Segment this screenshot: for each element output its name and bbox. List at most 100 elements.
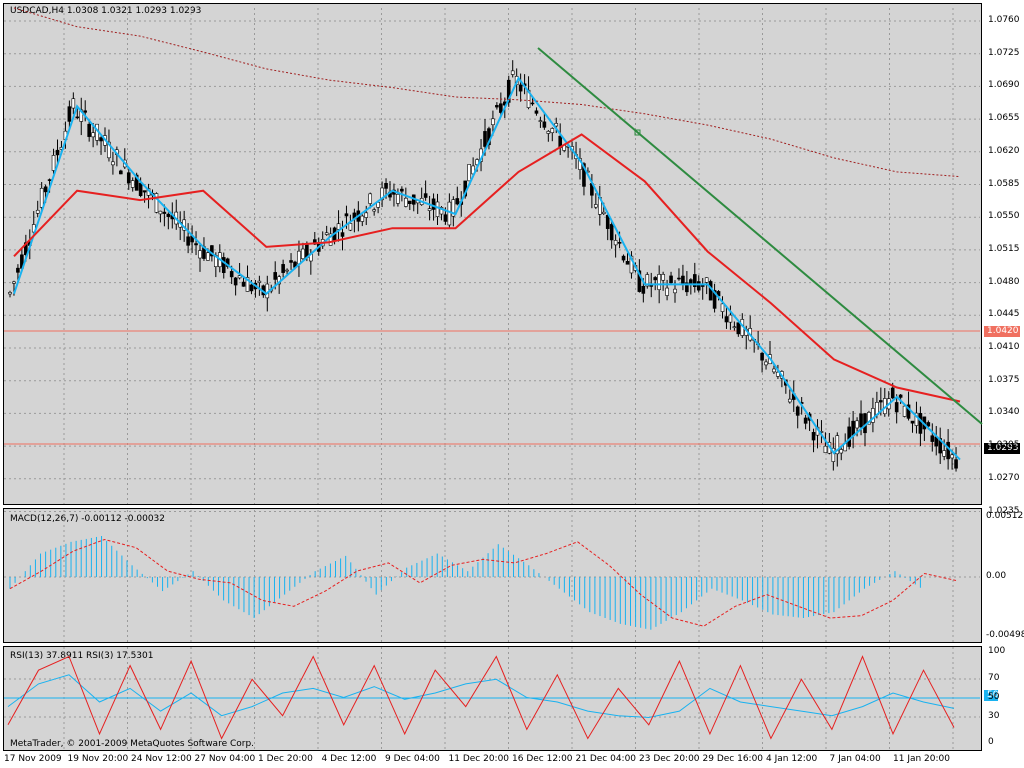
candle-body <box>677 277 681 280</box>
price-tick-label: 1.0620 <box>988 145 1020 156</box>
candle-body <box>851 420 855 436</box>
candle-body <box>384 182 388 189</box>
price-tick-label: 1.0550 <box>988 211 1020 222</box>
price-tick-label: 1.0235 <box>988 505 1020 516</box>
candle-body <box>692 274 697 287</box>
candle-body <box>839 449 844 454</box>
candle-body <box>673 288 677 294</box>
candle-body <box>645 274 650 287</box>
candle-body <box>534 110 539 114</box>
price-tick-label: 1.0305 <box>988 440 1020 451</box>
candle-body <box>83 110 88 113</box>
candle-body <box>12 281 16 284</box>
candle-body <box>87 123 91 137</box>
candle-body <box>613 240 618 246</box>
candle-body <box>704 277 709 283</box>
candle-body <box>107 141 111 159</box>
candle-body <box>708 281 713 301</box>
candle-body <box>368 193 373 204</box>
candle-body <box>847 426 851 447</box>
candle-body <box>625 261 630 265</box>
candle-body <box>404 197 408 207</box>
candle-body <box>237 275 242 279</box>
candle-body <box>787 398 792 403</box>
time-tick-label: 11 Dec 20:00 <box>448 754 510 764</box>
price-tick-label: 1.0270 <box>988 472 1020 483</box>
candle-body <box>447 201 452 226</box>
candle-body <box>811 432 816 441</box>
candle-body <box>871 408 875 423</box>
candle-body <box>605 214 610 229</box>
candle-body <box>518 84 523 92</box>
candle-body <box>126 172 131 184</box>
candle-body <box>111 161 115 166</box>
candle-body <box>435 201 440 217</box>
macd-signal-line <box>9 538 957 627</box>
trendline <box>537 47 983 425</box>
candle-body <box>67 106 72 122</box>
candle-body <box>99 137 103 142</box>
time-tick-label: 11 Jan 20:00 <box>893 754 950 764</box>
candle-body <box>696 281 701 291</box>
macd-tick-label: -0.00498 <box>986 630 1024 640</box>
rsi-tick-label: 70 <box>988 673 1000 683</box>
ema-fast-line <box>13 76 961 461</box>
candle-body <box>898 394 903 398</box>
macd-tick-label: 0.00512 <box>986 511 1024 521</box>
candle-body <box>301 248 305 260</box>
price-tick-label: 1.0585 <box>988 178 1020 189</box>
candle-body <box>724 316 729 323</box>
candle-body <box>906 404 911 419</box>
candle-body <box>364 212 369 218</box>
candle-body <box>855 420 859 429</box>
candle-body <box>483 131 487 147</box>
candle-body <box>210 245 214 257</box>
candle-body <box>728 314 733 323</box>
candle-body <box>324 232 329 235</box>
candle-body <box>443 214 448 222</box>
candle-body <box>609 224 614 241</box>
macd-pane[interactable]: MACD(12,26,7) -0.00112 -0.00032 <box>3 508 982 643</box>
candle-body <box>942 450 946 457</box>
price-tick-label: 1.0515 <box>988 243 1020 254</box>
price-pane[interactable]: USDCAD,H4 1.0308 1.0321 1.0293 1.0293 <box>3 3 982 505</box>
candle-body <box>835 435 840 455</box>
candle-body <box>16 267 20 273</box>
candle-body <box>918 413 923 434</box>
candle-body <box>594 204 598 208</box>
rsi3-line <box>7 655 955 740</box>
candle-body <box>348 223 353 231</box>
candle-body <box>380 187 384 201</box>
price-tick-label: 1.0480 <box>988 276 1020 287</box>
candle-body <box>194 243 198 246</box>
candle-body <box>166 213 171 217</box>
candle-body <box>712 290 717 309</box>
candle-body <box>47 179 52 181</box>
candle-body <box>245 277 250 292</box>
candle-body <box>225 258 230 267</box>
candle-body <box>499 103 503 113</box>
candle-body <box>930 435 935 442</box>
candle-body <box>950 454 954 459</box>
candle-body <box>55 149 60 156</box>
candle-body <box>641 285 646 294</box>
candle-body <box>249 284 254 292</box>
price-tick-label: 1.0445 <box>988 309 1020 320</box>
candle-body <box>661 274 665 281</box>
candle-body <box>142 190 147 193</box>
copyright-text: MetaTrader, © 2001-2009 MetaQuotes Softw… <box>10 739 255 749</box>
candle-body <box>289 260 293 263</box>
candle-body <box>669 275 673 284</box>
candle-body <box>685 282 689 293</box>
candle-body <box>582 163 586 187</box>
price-tick-label: 1.0655 <box>988 113 1020 124</box>
candle-body <box>914 412 919 426</box>
candle-body <box>281 264 285 273</box>
candle-body <box>657 274 661 290</box>
price-tick-label: 1.0375 <box>988 374 1020 385</box>
time-tick-label: 19 Nov 20:00 <box>67 754 129 764</box>
candle-body <box>455 198 460 205</box>
current-price-tag: 1.0293 <box>984 443 1020 454</box>
level-price-tag: 1.0420 <box>984 326 1020 337</box>
